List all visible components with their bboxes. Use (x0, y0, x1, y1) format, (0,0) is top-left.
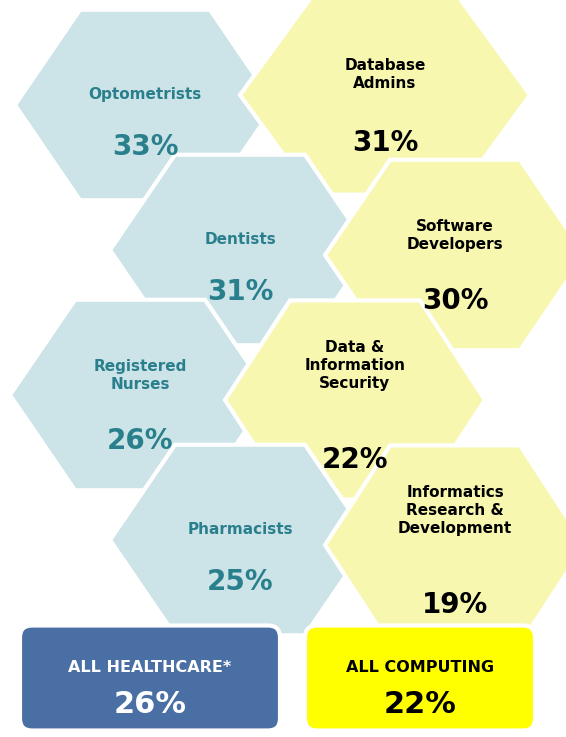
Polygon shape (325, 445, 566, 645)
Text: 31%: 31% (207, 278, 273, 306)
FancyBboxPatch shape (305, 626, 535, 730)
Text: 25%: 25% (207, 567, 273, 595)
Text: Database
Admins: Database Admins (344, 57, 426, 91)
Polygon shape (325, 160, 566, 350)
Polygon shape (110, 444, 370, 635)
Polygon shape (110, 155, 370, 345)
Polygon shape (15, 10, 275, 200)
Text: ALL COMPUTING: ALL COMPUTING (346, 660, 494, 675)
Text: 31%: 31% (352, 129, 418, 157)
Text: 26%: 26% (107, 427, 173, 455)
FancyBboxPatch shape (20, 626, 280, 730)
Text: Registered
Nurses: Registered Nurses (93, 359, 187, 391)
Text: Data &
Information
Security: Data & Information Security (305, 340, 405, 391)
Text: 33%: 33% (112, 133, 178, 161)
Polygon shape (225, 301, 485, 500)
Text: Dentists: Dentists (204, 231, 276, 246)
Text: 22%: 22% (384, 690, 456, 719)
Polygon shape (240, 0, 530, 195)
Text: 19%: 19% (422, 591, 488, 619)
Text: 22%: 22% (321, 446, 388, 474)
Text: Informatics
Research &
Development: Informatics Research & Development (398, 485, 512, 536)
Text: Optometrists: Optometrists (88, 86, 201, 102)
Text: 26%: 26% (114, 690, 187, 719)
Text: Pharmacists: Pharmacists (187, 522, 293, 537)
Text: ALL HEALTHCARE*: ALL HEALTHCARE* (68, 660, 231, 675)
Text: 30%: 30% (422, 287, 488, 315)
Polygon shape (10, 300, 270, 490)
Text: Software
Developers: Software Developers (407, 219, 503, 252)
